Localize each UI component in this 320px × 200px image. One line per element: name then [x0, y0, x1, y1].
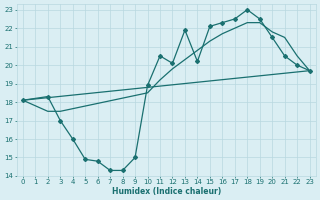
X-axis label: Humidex (Indice chaleur): Humidex (Indice chaleur) [112, 187, 221, 196]
